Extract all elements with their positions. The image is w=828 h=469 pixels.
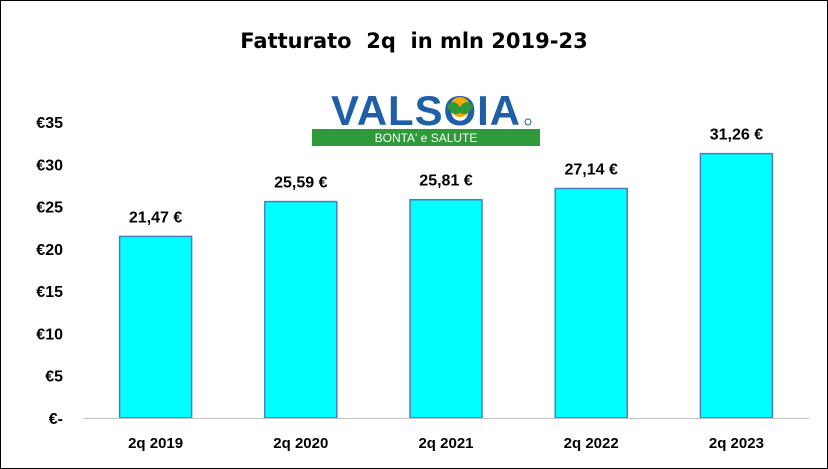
data-label: 31,26 € — [710, 127, 763, 144]
bar — [409, 198, 483, 419]
y-tick-label: €10 — [36, 326, 63, 343]
y-tick-label: €20 — [36, 242, 63, 259]
x-tick-label: 2q 2021 — [418, 435, 473, 452]
x-tick-label: 2q 2022 — [564, 435, 619, 452]
data-label: 25,81 € — [419, 173, 472, 190]
data-labels: 21,47 € 25,59 € 25,81 € 27,14 € 31,26 € — [129, 127, 763, 227]
x-tick-label: 2q 2020 — [273, 435, 328, 452]
x-tick-label: 2q 2019 — [128, 435, 183, 452]
chart-title: Fatturato 2q in mln 2019-23 — [240, 29, 587, 53]
y-tick-label: €- — [49, 411, 63, 428]
brand-logo: VALSOIA BONTA' e SALUTE — [312, 87, 540, 146]
y-tick-label: €15 — [36, 284, 63, 301]
x-tick-label: 2q 2023 — [709, 435, 764, 452]
logo-sun-emblem — [447, 97, 473, 117]
registered-mark-icon — [524, 118, 532, 126]
data-label: 27,14 € — [565, 161, 618, 178]
y-tick-label: €35 — [36, 115, 63, 132]
bar-series — [118, 152, 774, 419]
y-tick-label: €30 — [36, 157, 63, 174]
logo-brand-text: VALSOIA — [331, 87, 521, 134]
data-label: 25,59 € — [274, 175, 327, 192]
bar — [118, 235, 193, 419]
data-label: 21,47 € — [129, 209, 182, 226]
x-axis: 2q 2019 2q 2020 2q 2021 2q 2022 2q 2023 — [83, 418, 809, 452]
bar — [699, 152, 774, 419]
bar — [264, 200, 338, 419]
y-axis: €- €5 €10 €15 €20 €25 €30 €35 — [36, 115, 63, 428]
logo-green-band — [312, 129, 540, 146]
y-tick-label: €5 — [45, 369, 63, 386]
y-tick-label: €25 — [36, 200, 63, 217]
bar — [554, 187, 628, 419]
logo-tagline: BONTA' e SALUTE — [375, 131, 478, 145]
